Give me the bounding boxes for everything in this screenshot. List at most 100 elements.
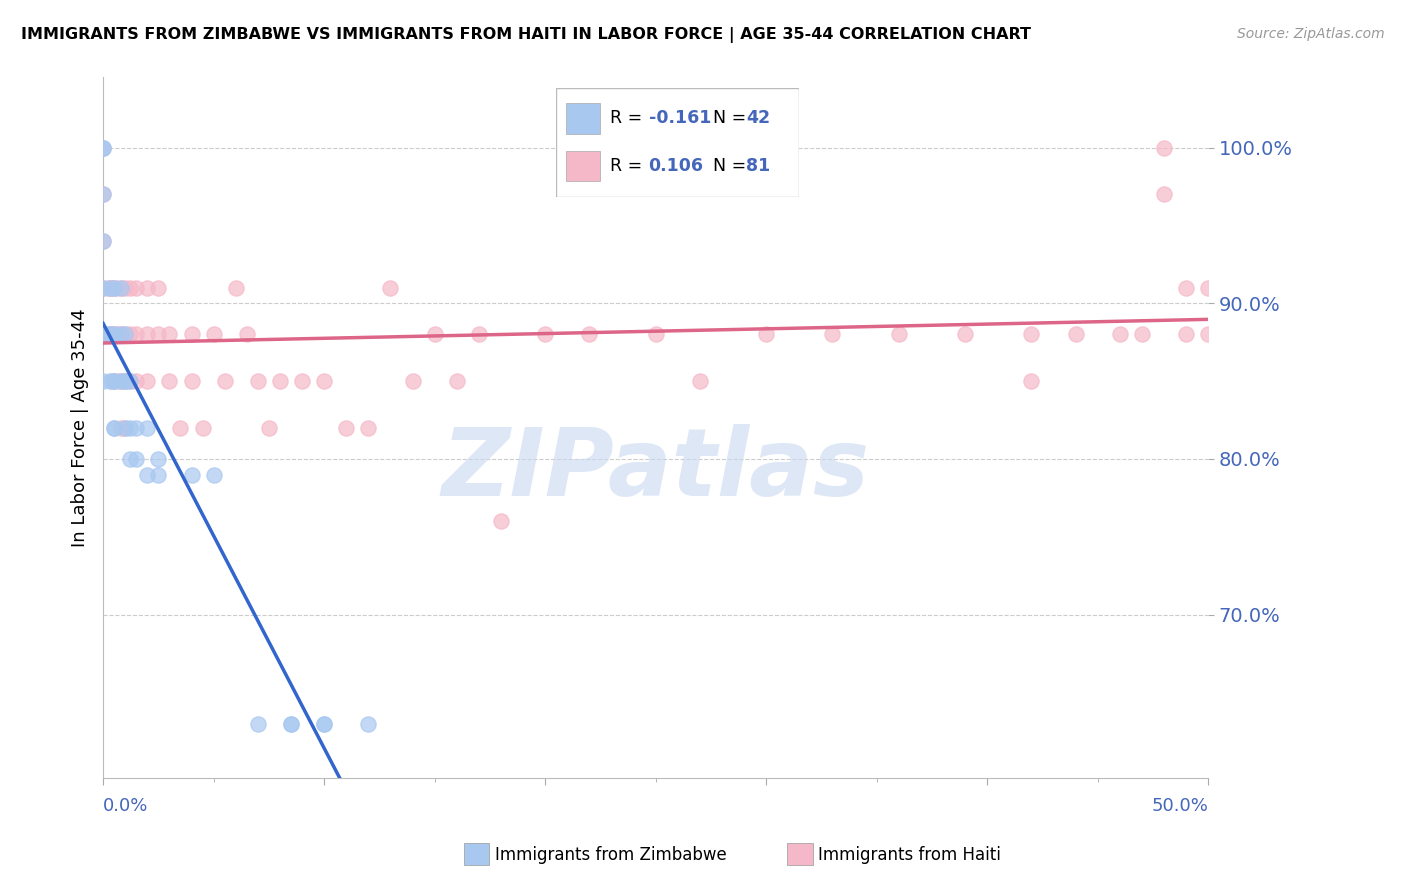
Point bbox=[1153, 140, 1175, 154]
Text: 0.0%: 0.0% bbox=[103, 797, 149, 815]
Point bbox=[118, 374, 141, 388]
Point bbox=[91, 187, 114, 202]
Point bbox=[103, 374, 125, 388]
Point bbox=[103, 327, 125, 342]
Point bbox=[1197, 327, 1219, 342]
Point bbox=[225, 281, 247, 295]
Point bbox=[101, 281, 124, 295]
Point bbox=[534, 327, 557, 342]
Point bbox=[118, 281, 141, 295]
Point bbox=[136, 421, 159, 435]
Point bbox=[98, 327, 121, 342]
Point bbox=[125, 281, 148, 295]
Point bbox=[689, 374, 711, 388]
Point bbox=[180, 374, 202, 388]
Point bbox=[159, 327, 181, 342]
Point bbox=[644, 327, 666, 342]
Point bbox=[125, 374, 148, 388]
Point bbox=[96, 281, 118, 295]
Point bbox=[107, 327, 129, 342]
Point bbox=[357, 716, 380, 731]
Point bbox=[114, 374, 136, 388]
Point bbox=[148, 281, 170, 295]
Point bbox=[98, 327, 121, 342]
Point bbox=[214, 374, 236, 388]
Point bbox=[103, 374, 125, 388]
Point bbox=[91, 374, 114, 388]
Point bbox=[821, 327, 844, 342]
Point bbox=[136, 281, 159, 295]
Point bbox=[446, 374, 468, 388]
Point bbox=[118, 327, 141, 342]
Point bbox=[91, 327, 114, 342]
Point bbox=[91, 327, 114, 342]
Text: Immigrants from Zimbabwe: Immigrants from Zimbabwe bbox=[495, 846, 727, 863]
Point bbox=[180, 467, 202, 482]
Point bbox=[91, 187, 114, 202]
Point bbox=[380, 281, 402, 295]
Point bbox=[114, 327, 136, 342]
Point bbox=[101, 374, 124, 388]
Point bbox=[114, 374, 136, 388]
Point bbox=[101, 327, 124, 342]
Point bbox=[110, 281, 132, 295]
Point bbox=[110, 421, 132, 435]
Point bbox=[91, 140, 114, 154]
Point bbox=[291, 374, 314, 388]
Point bbox=[96, 327, 118, 342]
Point bbox=[1130, 327, 1153, 342]
Point bbox=[236, 327, 259, 342]
Point bbox=[280, 716, 302, 731]
Point bbox=[114, 421, 136, 435]
Point bbox=[91, 140, 114, 154]
Point bbox=[110, 281, 132, 295]
Point bbox=[1153, 187, 1175, 202]
Point bbox=[887, 327, 910, 342]
Point bbox=[578, 327, 600, 342]
Point bbox=[118, 452, 141, 467]
Point bbox=[103, 374, 125, 388]
Point bbox=[114, 327, 136, 342]
Point bbox=[401, 374, 423, 388]
Point bbox=[335, 421, 357, 435]
Point bbox=[114, 374, 136, 388]
Point bbox=[136, 467, 159, 482]
Point bbox=[118, 374, 141, 388]
Point bbox=[98, 281, 121, 295]
Point bbox=[107, 374, 129, 388]
Point bbox=[98, 327, 121, 342]
Point bbox=[314, 716, 336, 731]
Point bbox=[269, 374, 291, 388]
Point bbox=[1021, 374, 1043, 388]
Point bbox=[110, 327, 132, 342]
Point bbox=[246, 716, 269, 731]
Y-axis label: In Labor Force | Age 35-44: In Labor Force | Age 35-44 bbox=[72, 309, 89, 547]
Point bbox=[159, 374, 181, 388]
Point bbox=[280, 716, 302, 731]
Point bbox=[98, 281, 121, 295]
Point bbox=[105, 281, 128, 295]
Point bbox=[110, 327, 132, 342]
Point bbox=[114, 281, 136, 295]
Point bbox=[169, 421, 191, 435]
Point bbox=[125, 452, 148, 467]
Point bbox=[1108, 327, 1130, 342]
Point bbox=[257, 421, 280, 435]
Text: IMMIGRANTS FROM ZIMBABWE VS IMMIGRANTS FROM HAITI IN LABOR FORCE | AGE 35-44 COR: IMMIGRANTS FROM ZIMBABWE VS IMMIGRANTS F… bbox=[21, 27, 1031, 43]
Point bbox=[1175, 281, 1198, 295]
Point bbox=[98, 327, 121, 342]
Point bbox=[357, 421, 380, 435]
Point bbox=[105, 327, 128, 342]
Point bbox=[125, 327, 148, 342]
Point bbox=[202, 327, 225, 342]
Point bbox=[755, 327, 778, 342]
Point bbox=[91, 234, 114, 248]
Point bbox=[103, 327, 125, 342]
Point bbox=[246, 374, 269, 388]
Point bbox=[110, 374, 132, 388]
Point bbox=[118, 421, 141, 435]
Point bbox=[91, 234, 114, 248]
Point bbox=[114, 421, 136, 435]
Point bbox=[1175, 327, 1198, 342]
Point bbox=[468, 327, 491, 342]
